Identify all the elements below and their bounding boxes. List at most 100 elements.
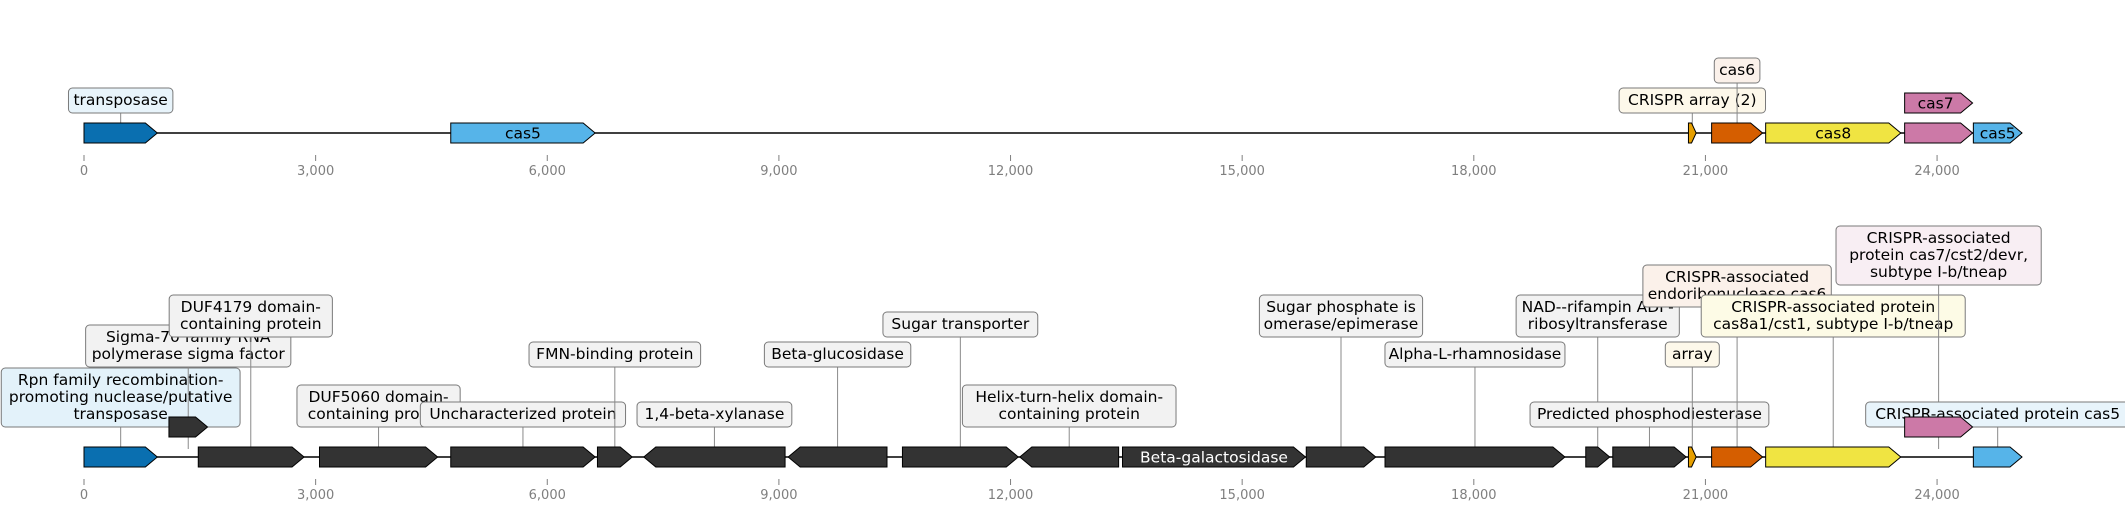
gene-arrow — [1687, 122, 1697, 144]
feature-label: Sugar transporter — [891, 315, 1029, 333]
gene-label: cas5 — [505, 125, 541, 143]
feature-label-box — [636, 401, 793, 428]
gene-arrow — [1019, 446, 1120, 468]
gene-label: cas5 — [1980, 125, 2016, 143]
axis-tick-label: 18,000 — [1451, 164, 1497, 179]
feature-label: FMN-binding protein — [536, 345, 693, 363]
gene-arrow — [450, 122, 596, 144]
feature-label: containing protein — [308, 405, 450, 423]
axis-tick-label: 24,000 — [1914, 164, 1960, 179]
gene-arrow — [1904, 92, 1974, 114]
feature-label: containing protein — [180, 315, 322, 333]
gene-arrow — [1612, 446, 1687, 468]
feature-label: Sugar phosphate is — [1266, 298, 1416, 316]
axis-tick-label: 12,000 — [988, 164, 1034, 179]
feature-label-box — [882, 311, 1039, 338]
gene-arrow — [1711, 446, 1764, 468]
gene-arrow — [596, 446, 633, 468]
gene-arrow — [450, 446, 596, 468]
feature-label-box — [419, 401, 627, 428]
gene-arrow — [787, 446, 888, 468]
top-track: transposase CRISPR array (2) cas6 0 3,000 6,0… — [67, 57, 2023, 179]
gene-arrow — [901, 446, 1020, 468]
gene-arrow — [83, 122, 159, 144]
feature-label-box — [1384, 341, 1566, 368]
axis-tick-label: 9,000 — [760, 164, 797, 179]
gene-arrow — [642, 446, 786, 468]
feature-label: cas6 — [1719, 61, 1755, 79]
axis-tick-label: 0 — [80, 488, 88, 503]
bottom-track: Rpn family recombination-promoting nucle… — [0, 225, 2125, 503]
gene-arrow — [1904, 122, 1974, 144]
feature-label: Uncharacterized protein — [429, 405, 616, 423]
axis-tick-label: 0 — [80, 164, 88, 179]
gene-arrow — [1972, 446, 2023, 468]
axis-tick-label: 9,000 — [760, 488, 797, 503]
feature-label: transposase — [73, 405, 167, 423]
gene-label: cas7 — [1918, 95, 1954, 113]
feature-label-box — [168, 294, 333, 338]
gene-arrow — [1121, 446, 1307, 468]
feature-label: NAD--rifampin ADP- — [1522, 298, 1674, 316]
feature-label: Predicted phosphodiesterase — [1537, 405, 1762, 423]
gene-arrow — [1972, 122, 2023, 144]
feature-label: Alpha-L-rhamnosidase — [1389, 345, 1562, 363]
gene-arrow — [1765, 446, 1902, 468]
axis-tick-label: 12,000 — [988, 488, 1034, 503]
axis-tick-label: 6,000 — [529, 488, 566, 503]
feature-label: transposase — [73, 91, 167, 109]
feature-label: containing protein — [998, 405, 1140, 423]
feature-label-box — [1515, 294, 1680, 338]
feature-label: protein cas7/cst2/devr, — [1849, 246, 2028, 264]
gene-arrow — [318, 446, 439, 468]
axis-tick-label: 15,000 — [1219, 488, 1265, 503]
axis-tick-label: 21,000 — [1683, 488, 1729, 503]
axis-tick-label: 24,000 — [1914, 488, 1960, 503]
gene-arrow — [168, 416, 209, 438]
axis-tick-label: 3,000 — [297, 488, 334, 503]
feature-label-box — [1835, 225, 2042, 286]
feature-label-box — [528, 341, 702, 368]
gene-arrow — [1687, 446, 1697, 468]
feature-label: polymerase sigma factor — [92, 345, 286, 363]
feature-label: subtype I-b/tneap — [1870, 263, 2007, 281]
gene-arrow — [83, 446, 159, 468]
feature-label: CRISPR-associated — [1867, 229, 2011, 247]
gene-arrow — [1585, 446, 1611, 468]
gene-arrow — [1765, 122, 1902, 144]
feature-label: Helix-turn-helix domain- — [975, 388, 1163, 406]
feature-label-box — [1664, 341, 1720, 368]
feature-label: ribosyltransferase — [1528, 315, 1668, 333]
feature-label: Rpn family recombination- — [18, 371, 224, 389]
feature-label: DUF4179 domain- — [181, 298, 321, 316]
gene-label: Beta-galactosidase — [1140, 449, 1288, 467]
gene-arrow — [197, 446, 305, 468]
feature-label-box — [0, 367, 241, 428]
gene-arrow — [1904, 416, 1974, 438]
feature-label-box — [961, 384, 1177, 428]
axis-tick-label: 6,000 — [529, 164, 566, 179]
feature-label: CRISPR-associated protein — [1731, 298, 1935, 316]
feature-label-box — [67, 87, 174, 114]
feature-label: cas8a1/cst1, subtype I-b/tneap — [1713, 315, 1953, 333]
feature-label-box — [1713, 57, 1761, 84]
feature-label-box — [763, 341, 912, 368]
feature-label-box — [1258, 294, 1424, 338]
feature-label: array — [1672, 345, 1713, 363]
gene-arrow — [1305, 446, 1377, 468]
feature-label: DUF5060 domain- — [308, 388, 448, 406]
feature-label-box — [1700, 294, 1966, 338]
axis-tick-label: 21,000 — [1683, 164, 1729, 179]
feature-label: 1,4-beta-xylanase — [644, 405, 784, 423]
axis-tick-label: 15,000 — [1219, 164, 1265, 179]
axis-tick-label: 18,000 — [1451, 488, 1497, 503]
feature-label-box — [1618, 87, 1767, 114]
feature-label: omerase/epimerase — [1264, 315, 1419, 333]
axis-tick-label: 3,000 — [297, 164, 334, 179]
feature-label: Beta-glucosidase — [771, 345, 904, 363]
gene-arrow — [1711, 122, 1764, 144]
feature-label: promoting nuclease/putative — [9, 388, 233, 406]
gene-arrow — [1384, 446, 1566, 468]
gene-label: cas8 — [1815, 125, 1851, 143]
